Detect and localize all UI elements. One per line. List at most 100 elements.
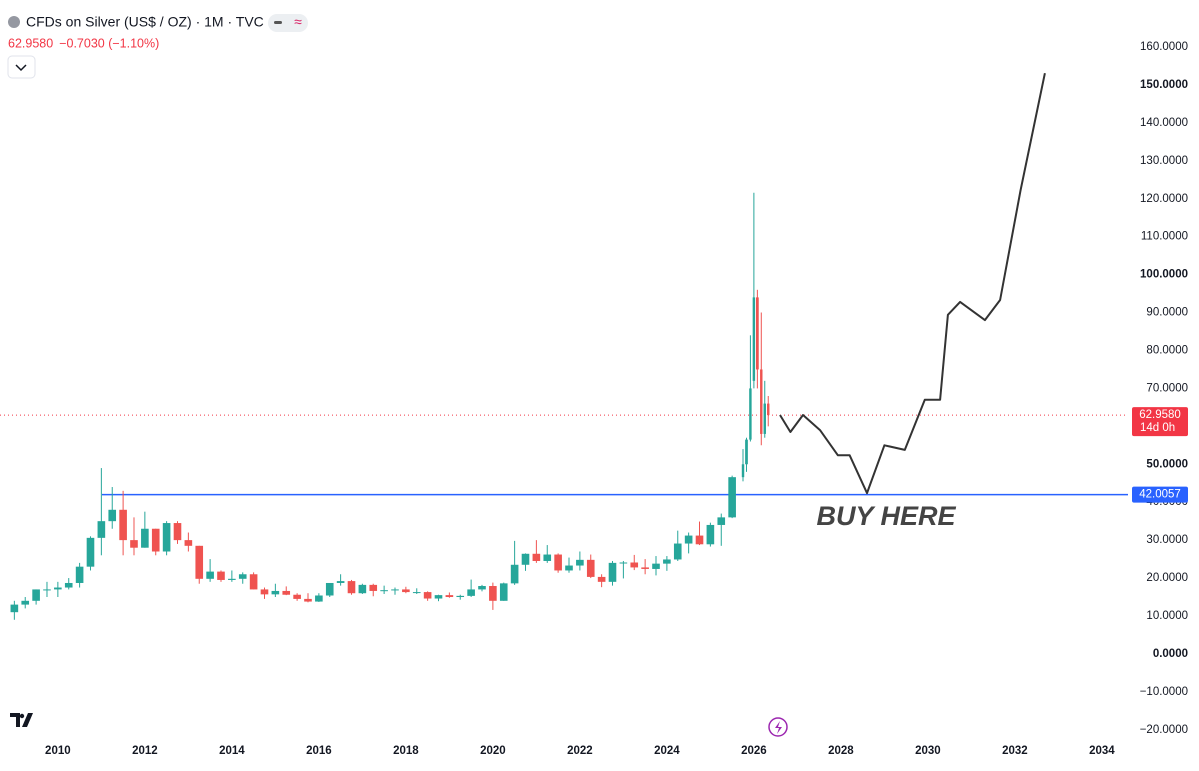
candle-body (586, 559, 595, 577)
candle-body (760, 369, 763, 434)
y-tick-label: 120.0000 (1140, 193, 1188, 205)
candle-body (663, 559, 671, 564)
candle-body (717, 517, 726, 525)
candle-body (217, 571, 225, 580)
x-tick-label: 2030 (915, 745, 941, 757)
x-tick-label: 2022 (567, 745, 593, 757)
status-badge[interactable] (268, 14, 308, 32)
x-tick-label: 2028 (828, 745, 854, 757)
candle-body (673, 543, 682, 560)
candle-body (619, 562, 628, 564)
y-tick-label: 130.0000 (1140, 155, 1188, 167)
y-tick-label: 50.0000 (1146, 458, 1188, 470)
candle-body (576, 559, 584, 566)
candle-body (21, 600, 30, 605)
candle-body (532, 553, 541, 561)
candle-body (741, 464, 745, 478)
candle-body (173, 523, 182, 541)
candle-body (151, 528, 160, 552)
support-label-box (1132, 486, 1188, 503)
y-tick-label: 80.0000 (1146, 345, 1188, 357)
candle-body (423, 592, 432, 599)
candle-body (10, 604, 19, 613)
candle-body (119, 509, 127, 541)
y-tick-label: 160.0000 (1140, 41, 1188, 53)
candle-body (347, 581, 356, 594)
badge-dash (274, 21, 282, 24)
candle-body (402, 589, 410, 593)
x-tick-label: 2010 (45, 745, 71, 757)
candle-body (763, 403, 766, 434)
candle-body (608, 562, 617, 582)
candle-body (260, 589, 269, 595)
events-icon[interactable] (768, 717, 788, 737)
candle-body (445, 595, 454, 598)
y-tick-label: 10.0000 (1146, 610, 1188, 622)
y-tick-label: 100.0000 (1140, 269, 1188, 281)
candle-body (54, 587, 62, 590)
y-tick-label: −20.0000 (1140, 724, 1188, 736)
x-tick-label: 2012 (132, 745, 158, 757)
axes: −20.0000 −10.0000 0.0000 10.0000 20.0000 30.0… (45, 41, 1188, 757)
tv-logo-dot (19, 713, 25, 719)
candle-body (32, 589, 40, 601)
candle-body (478, 586, 486, 590)
tv-logo (10, 713, 33, 727)
candle-body (75, 566, 84, 583)
candle-body (745, 439, 748, 465)
candle-body (195, 545, 204, 579)
candle-body (391, 589, 399, 591)
candle-body (554, 554, 562, 571)
header-price: 62.9580 (8, 36, 53, 50)
candle-body (336, 581, 345, 583)
candle-body (456, 595, 465, 598)
candle-body (228, 578, 236, 580)
candle-body (315, 595, 323, 602)
x-tick-label: 2024 (654, 745, 680, 757)
candle-body (521, 553, 530, 565)
candle-body (412, 592, 421, 594)
candle-body (565, 565, 573, 571)
x-tick-label: 2020 (480, 745, 506, 757)
candle-body (162, 523, 171, 552)
x-tick-label: 2016 (306, 745, 332, 757)
candle-body (749, 388, 752, 440)
candle-body (282, 590, 291, 595)
price-label: 62.9580 (1139, 409, 1181, 421)
candle-body (467, 589, 475, 596)
candle-body (755, 297, 759, 370)
y-tick-label: 90.0000 (1146, 307, 1188, 319)
chevron-icon (15, 64, 27, 72)
candle-body (369, 584, 378, 591)
candle-body (434, 595, 443, 599)
lightning (775, 721, 782, 734)
candle-body (380, 590, 388, 592)
candle-body (767, 403, 770, 416)
candle-body (130, 540, 138, 548)
candle-body (304, 598, 312, 602)
candle-body (641, 567, 649, 569)
candle-body (358, 584, 367, 594)
annotation: BUY HERE (816, 501, 956, 531)
candle-body (43, 589, 51, 591)
header-change: −0.7030 (−1.10%) (59, 36, 159, 50)
y-tick-label: 0.0000 (1153, 648, 1188, 660)
candle-body (695, 535, 704, 545)
collapse-button[interactable] (7, 55, 36, 79)
candle-body (249, 574, 258, 590)
candle-body (684, 535, 693, 544)
y-tick-label: 150.0000 (1140, 79, 1188, 91)
projection-line (779, 72, 1046, 495)
candle-body (652, 563, 660, 569)
candle-body (325, 582, 334, 596)
candle-body (238, 574, 247, 579)
candle-body (206, 571, 214, 579)
x-tick-label: 2034 (1089, 745, 1115, 757)
x-tick-label: 2014 (219, 745, 245, 757)
y-tick-label: 30.0000 (1146, 534, 1188, 546)
candle-body (752, 297, 756, 381)
candle-body (543, 554, 552, 561)
y-tick-label: 70.0000 (1146, 382, 1188, 394)
candle-body (271, 590, 280, 595)
